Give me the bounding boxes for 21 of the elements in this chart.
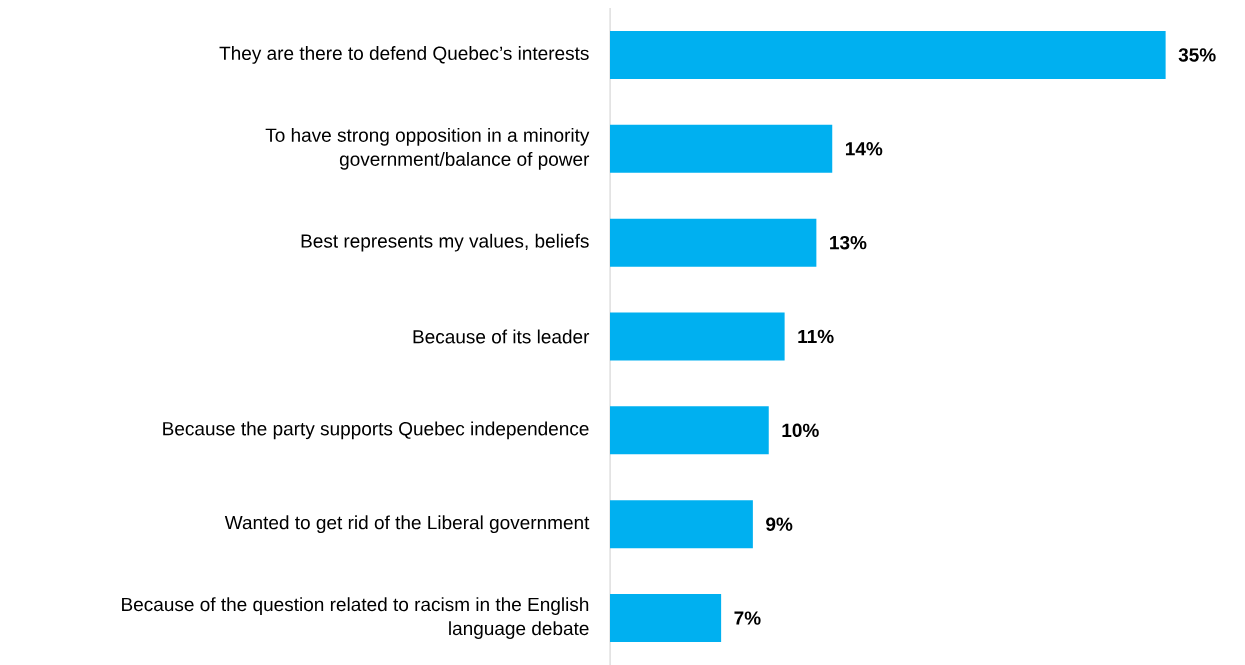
- data-label: 14%: [845, 141, 883, 156]
- data-label: 13%: [830, 235, 867, 250]
- data-label: 35%: [1178, 47, 1216, 62]
- data-label: 10%: [782, 423, 819, 437]
- y-tick-label: Best represents my values, beliefs: [301, 233, 589, 252]
- data-label: 11%: [798, 329, 834, 343]
- data-label: 7%: [734, 611, 761, 625]
- bar: [610, 593, 722, 642]
- y-tick-label: Because of the question related to racism in the English language debate: [122, 596, 589, 639]
- y-tick-label: To have strong opposition in a minority government/balance of power: [265, 127, 590, 170]
- bar: [610, 499, 753, 548]
- data-label: 9%: [766, 517, 793, 531]
- y-tick-label: They are there to defend Quebec’s interests: [219, 45, 589, 64]
- bar: [610, 124, 833, 173]
- y-tick-label: Because of its leader: [413, 329, 590, 344]
- bar: [610, 30, 1166, 79]
- bar: [610, 218, 817, 267]
- bar: [610, 406, 769, 455]
- y-tick-label: Because the party supports Quebec independence: [163, 421, 589, 439]
- bar: [610, 312, 785, 361]
- y-tick-label: Wanted to get rid of the Liberal government: [224, 515, 590, 533]
